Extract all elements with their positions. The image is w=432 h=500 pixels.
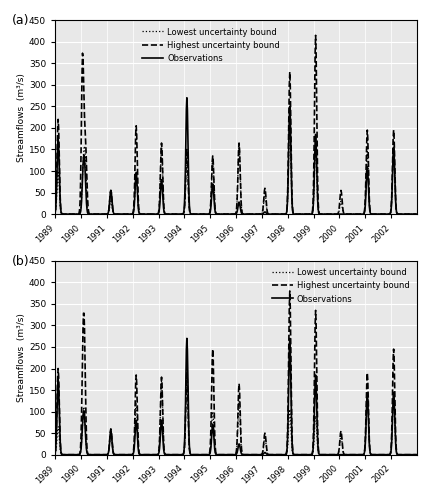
Observations (74, 452, 79, 458)
Highest uncertainty bound (60, 211, 65, 217)
Lowest uncertainty bound (108, 428, 114, 434)
Legend: Lowest uncertainty bound, Highest uncertainty bound, Observations: Lowest uncertainty bound, Highest uncert… (268, 265, 413, 307)
Highest uncertainty bound (74, 211, 79, 217)
Lowest uncertainty bound (371, 452, 376, 458)
Highest uncertainty bound (371, 211, 376, 217)
Lowest uncertainty bound (414, 452, 419, 458)
Highest uncertainty bound (53, 450, 58, 456)
Highest uncertainty bound (340, 442, 345, 448)
Highest uncertainty bound (108, 426, 114, 432)
Highest uncertainty bound (60, 452, 65, 458)
Observations (377, 211, 382, 217)
Highest uncertainty bound (287, 288, 292, 294)
Observations (108, 188, 114, 194)
Highest uncertainty bound (414, 211, 419, 217)
Observations (371, 211, 376, 217)
Highest uncertainty bound (414, 452, 419, 458)
Highest uncertainty bound (53, 209, 58, 215)
Highest uncertainty bound (340, 202, 345, 208)
Observations (184, 95, 190, 101)
Observations (60, 452, 65, 458)
Lowest uncertainty bound (340, 444, 345, 450)
Highest uncertainty bound (371, 452, 376, 458)
Line: Observations: Observations (55, 98, 416, 214)
Observations (53, 210, 58, 216)
Highest uncertainty bound (278, 211, 283, 217)
Highest uncertainty bound (377, 211, 382, 217)
Lowest uncertainty bound (278, 452, 283, 458)
Lowest uncertainty bound (59, 452, 64, 458)
Observations (53, 450, 58, 456)
Y-axis label: Streamflows  (m³/s): Streamflows (m³/s) (17, 72, 26, 162)
Observations (60, 211, 65, 217)
Observations (278, 452, 283, 458)
Observations (74, 211, 79, 217)
Observations (340, 211, 345, 217)
Line: Observations: Observations (55, 338, 416, 454)
Lowest uncertainty bound (74, 452, 79, 458)
Observations (278, 211, 283, 217)
Lowest uncertainty bound (278, 211, 283, 217)
Highest uncertainty bound (74, 452, 79, 458)
Legend: Lowest uncertainty bound, Highest uncertainty bound, Observations: Lowest uncertainty bound, Highest uncert… (139, 24, 283, 66)
Observations (414, 211, 419, 217)
Line: Lowest uncertainty bound: Lowest uncertainty bound (55, 375, 416, 454)
Observations (108, 428, 114, 434)
Lowest uncertainty bound (184, 372, 190, 378)
Line: Highest uncertainty bound: Highest uncertainty bound (55, 36, 416, 214)
Highest uncertainty bound (377, 452, 382, 458)
Lowest uncertainty bound (108, 198, 114, 204)
Lowest uncertainty bound (74, 211, 79, 217)
Observations (340, 452, 345, 458)
Text: (b): (b) (12, 255, 29, 268)
Highest uncertainty bound (278, 452, 283, 458)
Highest uncertainty bound (108, 188, 114, 194)
Highest uncertainty bound (313, 32, 318, 38)
Observations (371, 452, 376, 458)
Lowest uncertainty bound (377, 211, 382, 217)
Lowest uncertainty bound (377, 452, 382, 458)
Line: Lowest uncertainty bound: Lowest uncertainty bound (55, 122, 416, 214)
Lowest uncertainty bound (53, 210, 58, 216)
Lowest uncertainty bound (340, 206, 345, 212)
Observations (414, 452, 419, 458)
Lowest uncertainty bound (53, 451, 58, 457)
Y-axis label: Streamflows  (m³/s): Streamflows (m³/s) (17, 314, 26, 402)
Observations (184, 336, 190, 342)
Line: Highest uncertainty bound: Highest uncertainty bound (55, 291, 416, 454)
Lowest uncertainty bound (371, 211, 376, 217)
Lowest uncertainty bound (287, 118, 292, 124)
Text: (a): (a) (12, 14, 29, 28)
Observations (377, 452, 382, 458)
Lowest uncertainty bound (60, 211, 65, 217)
Lowest uncertainty bound (414, 211, 419, 217)
